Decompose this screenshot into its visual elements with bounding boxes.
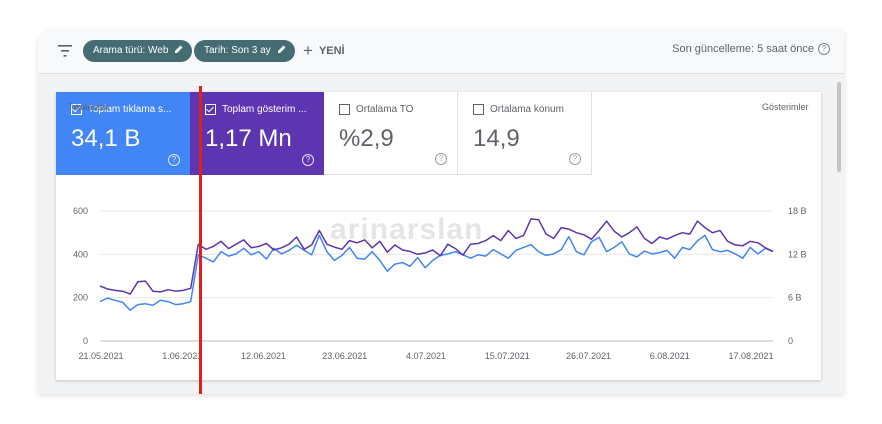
checkbox-unchecked-icon[interactable] — [339, 104, 350, 115]
help-icon[interactable]: ? — [168, 154, 180, 166]
metric-value: 1,17 Mn — [205, 125, 292, 152]
metric-value: 34,1 B — [71, 125, 141, 152]
help-icon[interactable]: ? — [302, 154, 314, 166]
checkbox-checked-icon[interactable] — [71, 104, 82, 115]
metric-average-ctr[interactable]: Ortalama TO %2,9 ? — [324, 92, 458, 175]
search-type-chip-label: Arama türü: Web — [93, 45, 169, 56]
checkbox-unchecked-icon[interactable] — [473, 104, 484, 115]
x-tick-label: 26.07.2021 — [566, 351, 611, 361]
new-filter-button[interactable]: + YENİ — [303, 40, 345, 62]
left-tick-label: 0 — [83, 336, 88, 346]
left-tick-label: 200 — [73, 293, 88, 303]
metric-value: 14,9 — [473, 125, 520, 152]
filter-icon[interactable] — [58, 45, 72, 57]
date-chip-label: Tarih: Son 3 ay — [204, 45, 271, 56]
right-tick-label: 18 B — [788, 206, 807, 216]
help-icon[interactable]: ? — [569, 153, 581, 165]
edit-icon[interactable] — [277, 44, 287, 54]
x-tick-label: 15.07.2021 — [485, 351, 530, 361]
plus-icon: + — [303, 41, 313, 61]
search-console-panel: Arama türü: Web Tarih: Son 3 ay + YENİ So… — [38, 30, 844, 394]
metric-total-clicks[interactable]: Toplam tıklama s... 34,1 B ? — [56, 92, 190, 175]
x-tick-label: 21.05.2021 — [78, 351, 123, 361]
right-tick-label: 6 B — [788, 293, 802, 303]
x-tick-label: 4.07.2021 — [406, 351, 446, 361]
left-tick-label: 600 — [73, 206, 88, 216]
left-tick-label: 400 — [73, 249, 88, 259]
metric-label: Ortalama konum — [490, 104, 564, 115]
last-update: Son güncelleme: 5 saat önce? — [672, 43, 830, 56]
metric-label: Ortalama TO — [356, 104, 414, 115]
new-filter-label: YENİ — [318, 45, 345, 57]
metric-average-position[interactable]: Ortalama konum 14,9 ? — [458, 92, 592, 175]
help-icon[interactable]: ? — [818, 43, 830, 56]
last-update-text: Son güncelleme: 5 saat önce — [672, 43, 814, 55]
filter-bar: Arama türü: Web Tarih: Son 3 ay + YENİ So… — [38, 30, 844, 74]
series-line-clicks — [99, 234, 774, 311]
metric-value: %2,9 — [339, 125, 394, 152]
watermark: arinarslan — [330, 213, 484, 246]
x-tick-label: 23.06.2021 — [322, 351, 367, 361]
date-chip[interactable]: Tarih: Son 3 ay — [194, 40, 295, 62]
series-line-impressions — [99, 218, 774, 295]
edit-icon[interactable] — [174, 44, 184, 54]
x-tick-label: 1.06.2021 — [162, 351, 202, 361]
metric-label: Toplam tıklama s... — [88, 104, 172, 115]
search-type-chip[interactable]: Arama türü: Web — [83, 40, 193, 62]
left-axis-title: Tıklamalar — [68, 102, 111, 112]
x-tick-label: 12.06.2021 — [241, 351, 286, 361]
metric-total-impressions[interactable]: Toplam gösterim ... 1,17 Mn ? — [190, 92, 324, 175]
x-tick-label: 17.08.2021 — [728, 351, 773, 361]
checkbox-checked-icon[interactable] — [205, 104, 216, 115]
help-icon[interactable]: ? — [435, 153, 447, 165]
right-tick-label: 0 — [788, 336, 793, 346]
right-tick-label: 12 B — [788, 249, 807, 259]
performance-card: Toplam tıklama s... 34,1 B ? Toplam göst… — [56, 92, 821, 380]
metric-label: Toplam gösterim ... — [222, 104, 307, 115]
scrollbar[interactable] — [837, 82, 841, 172]
annotation-line — [199, 86, 202, 394]
x-tick-label: 6.08.2021 — [650, 351, 690, 361]
right-axis-title: Gösterimler — [762, 102, 809, 112]
